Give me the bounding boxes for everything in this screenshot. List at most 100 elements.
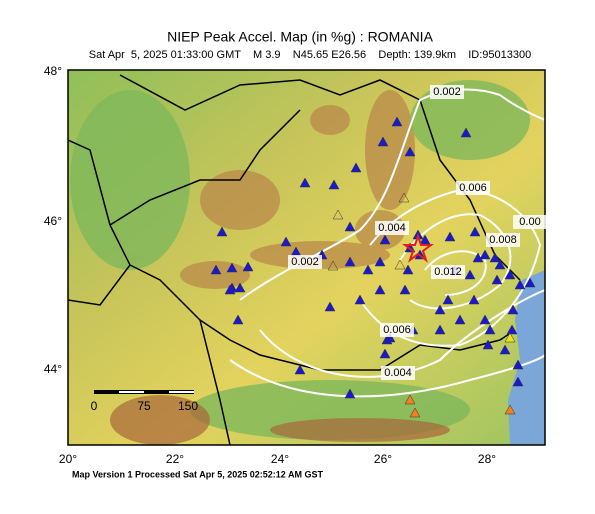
scale-label: 150 [178, 399, 198, 413]
lon-label: 28° [478, 452, 496, 466]
station [404, 146, 416, 157]
station [504, 404, 516, 415]
scale-label: 0 [91, 399, 98, 413]
lat-label: 48° [44, 64, 62, 78]
footer: Map Version 1 Processed Sat Apr 5, 2025 … [72, 469, 323, 479]
station [460, 127, 472, 138]
station [454, 314, 466, 325]
station [224, 284, 236, 295]
balkans [110, 395, 450, 445]
station [514, 279, 526, 290]
station [434, 304, 446, 315]
station [479, 314, 491, 325]
station [399, 284, 411, 295]
station [434, 324, 446, 335]
contour-label: 0.006 [459, 182, 487, 194]
station [391, 116, 403, 127]
contour-label-bg [288, 255, 322, 269]
epicenter [402, 232, 434, 263]
contour-label-bg [513, 215, 547, 229]
lat-label: 46° [44, 214, 62, 228]
station [242, 261, 254, 272]
stations [210, 116, 536, 418]
station [344, 256, 356, 267]
contour-label: 0.006 [383, 324, 411, 336]
station [507, 304, 519, 315]
lon-label: 22° [166, 452, 184, 466]
station [484, 324, 496, 335]
station [350, 162, 362, 173]
contour-label-bg [431, 265, 465, 279]
station [294, 364, 306, 375]
lon-label: 20° [59, 452, 77, 466]
station [524, 277, 536, 288]
lat-label: 44° [44, 362, 62, 376]
station [384, 332, 396, 343]
station [409, 407, 421, 418]
station [489, 252, 501, 263]
station [482, 339, 494, 350]
station [377, 136, 389, 147]
contour-label: 0.00 [519, 216, 540, 228]
station [442, 294, 454, 305]
scale-bar [94, 390, 194, 394]
station [324, 301, 336, 312]
station [469, 226, 481, 237]
station [234, 282, 246, 293]
station [394, 259, 406, 270]
station [494, 259, 506, 270]
station [327, 260, 339, 271]
station [362, 264, 374, 275]
contour-label: 0.002 [433, 86, 461, 98]
station [491, 274, 503, 285]
contour-label: 0.012 [434, 266, 462, 278]
station [232, 314, 244, 325]
contour-label: 0.004 [378, 222, 406, 234]
contour-label-bg [486, 233, 520, 247]
station [504, 269, 516, 280]
station [226, 262, 238, 273]
station [379, 348, 391, 359]
frame [67, 69, 546, 446]
station [354, 294, 366, 305]
station [280, 236, 292, 247]
station [504, 332, 516, 343]
station [344, 388, 356, 399]
station [512, 359, 524, 370]
lon-label: 24° [271, 452, 289, 466]
contour-label: 0.002 [291, 256, 319, 268]
labels: 48° 46° 44° 20° 22° 24° 26° 28° 0.002 0.002 0.004 0… [44, 64, 547, 479]
station [328, 179, 340, 190]
station [299, 177, 311, 188]
station [404, 394, 416, 405]
contour-label-bg [380, 323, 414, 337]
contour-label-bg [375, 221, 409, 235]
station [468, 294, 480, 305]
lon-label: 26° [374, 452, 392, 466]
contour-label-bg [381, 366, 415, 380]
station [499, 344, 511, 355]
station [374, 256, 386, 267]
station [464, 269, 476, 280]
scale-label: 75 [137, 399, 151, 413]
station [344, 221, 356, 232]
map-area [68, 70, 545, 445]
station [398, 192, 410, 203]
title: NIEP Peak Accel. Map (in %g) : ROMANIA [167, 29, 433, 45]
station [472, 252, 484, 263]
station [379, 234, 391, 245]
station [512, 376, 524, 387]
station [444, 231, 456, 242]
contour-label-bg [456, 181, 490, 195]
contour-label: 0.004 [384, 367, 412, 379]
station [402, 264, 414, 275]
station [479, 249, 491, 260]
station [374, 284, 386, 295]
station [332, 209, 344, 220]
contour-label-bg [430, 85, 464, 99]
station [506, 324, 518, 335]
subtitle: Sat Apr 5, 2025 01:33:00 GMT M 3.9 N45.6… [89, 49, 532, 61]
station [210, 264, 222, 275]
station [216, 226, 228, 237]
